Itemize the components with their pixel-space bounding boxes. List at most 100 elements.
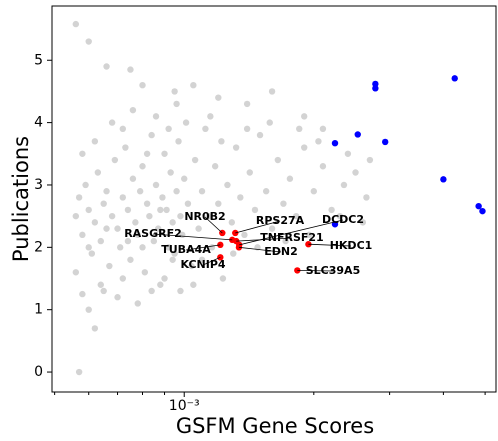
point (103, 63, 110, 70)
point (100, 287, 107, 295)
point (143, 200, 151, 207)
y-tick-label: 1 (34, 302, 43, 318)
point (75, 194, 83, 201)
point (108, 119, 116, 126)
point (79, 150, 86, 157)
point (286, 175, 294, 182)
point (171, 88, 178, 95)
point (72, 20, 80, 28)
y-axis-label: Publications (9, 136, 33, 262)
point (116, 244, 124, 251)
point (268, 225, 276, 232)
point (319, 163, 327, 170)
point (129, 175, 137, 182)
point (363, 194, 370, 201)
point (215, 94, 222, 101)
point (202, 125, 209, 133)
annotation-line (185, 244, 221, 251)
point (148, 287, 155, 295)
point (103, 225, 110, 232)
point (124, 206, 132, 214)
annotation-line (235, 220, 281, 234)
point (148, 131, 155, 139)
annotation-label: NR0B2 (184, 210, 225, 223)
point (315, 138, 322, 145)
point (152, 113, 160, 120)
point (103, 188, 110, 195)
point (169, 256, 176, 263)
point (154, 225, 162, 232)
point (152, 181, 160, 189)
point (114, 225, 121, 232)
point (127, 256, 134, 263)
point (211, 163, 219, 170)
point (243, 100, 251, 108)
point (268, 88, 276, 95)
point (165, 244, 172, 251)
annotation-line (238, 246, 282, 253)
point (167, 169, 174, 176)
point (440, 176, 447, 183)
point (75, 368, 83, 376)
point (97, 237, 104, 245)
annotation-label: KCNIP4 (180, 258, 225, 271)
annotation-line (202, 256, 221, 266)
annotation-line (239, 219, 344, 246)
point (173, 100, 180, 108)
point (143, 150, 151, 157)
point (224, 181, 231, 189)
y-tick-label: 2 (34, 239, 43, 255)
annotation-line (308, 243, 352, 247)
point (85, 244, 92, 251)
point (173, 188, 180, 195)
point (195, 225, 202, 232)
point (262, 188, 270, 195)
point (85, 306, 92, 313)
point (246, 169, 253, 176)
point (256, 131, 264, 139)
y-tick-label: 0 (34, 364, 43, 380)
point (79, 290, 86, 298)
point (479, 207, 486, 215)
point (475, 202, 482, 210)
point (72, 269, 80, 276)
point (159, 194, 166, 201)
point (241, 231, 248, 239)
point (310, 188, 318, 195)
point (79, 231, 86, 239)
point (305, 231, 313, 239)
point (161, 150, 168, 157)
point (127, 66, 134, 73)
point (205, 212, 212, 220)
point (119, 125, 127, 133)
y-tick-label: 3 (34, 177, 43, 193)
point (352, 169, 359, 176)
point (319, 125, 327, 133)
point (91, 325, 99, 332)
point (165, 125, 172, 133)
point (344, 150, 352, 157)
point (157, 206, 164, 214)
point (340, 181, 348, 189)
point (336, 212, 344, 220)
point (139, 244, 146, 251)
point (296, 125, 303, 133)
point (301, 113, 308, 120)
point (282, 237, 289, 245)
point (146, 212, 153, 220)
point (181, 175, 188, 182)
point (190, 81, 197, 89)
point (122, 144, 129, 151)
point (451, 75, 458, 82)
point (124, 237, 132, 245)
point (85, 206, 92, 214)
point (354, 131, 361, 138)
point (175, 138, 182, 145)
point (228, 219, 236, 226)
point (108, 212, 116, 220)
point (161, 275, 168, 282)
point (85, 38, 92, 45)
point (91, 219, 99, 226)
point (163, 206, 170, 214)
